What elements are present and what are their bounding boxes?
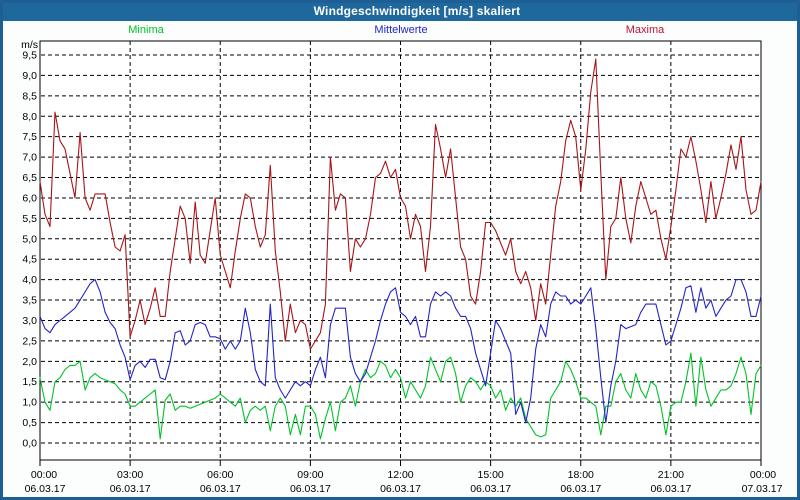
x-tick-date-label: 06.03.17 <box>25 483 66 495</box>
x-axis-ticks <box>39 460 762 466</box>
y-tick-label: 6,5 <box>22 172 37 184</box>
y-tick-label: 0,0 <box>22 438 37 450</box>
legend-mittelwerte: Mittelwerte <box>374 24 428 36</box>
y-tick-label: 4,5 <box>22 254 37 266</box>
y-tick-label: 2,0 <box>22 356 37 368</box>
series-line-mittelwerte <box>39 279 762 424</box>
legend-minima: Minima <box>128 24 164 36</box>
window-title-bar: Windgeschwindigkeit [m/s] skaliert <box>0 0 800 21</box>
y-tick-label: 6,0 <box>22 192 37 204</box>
x-tick-time-label: 06:00 <box>207 469 233 481</box>
y-tick-label: 5,5 <box>22 213 37 225</box>
x-tick-date-label: 06.03.17 <box>560 483 601 495</box>
y-tick-label: 7,5 <box>22 131 37 143</box>
y-tick-label: 1,0 <box>22 397 37 409</box>
y-tick-label: 3,0 <box>22 315 37 327</box>
x-tick-date-label: 06.03.17 <box>650 483 691 495</box>
y-tick-label: 0,5 <box>22 417 37 429</box>
series-line-minima <box>39 352 762 440</box>
x-tick-time-label: 18:00 <box>568 469 594 481</box>
x-tick-time-label: 12:00 <box>387 469 413 481</box>
x-tick-date-label: 06.03.17 <box>380 483 421 495</box>
plot-area <box>40 41 761 460</box>
x-tick-time-label: 03:00 <box>117 469 143 481</box>
y-tick-label: 5,0 <box>22 233 37 245</box>
x-tick-time-label: 15:00 <box>477 469 503 481</box>
y-tick-label: 3,5 <box>22 295 37 307</box>
series-line-maxima <box>39 58 762 350</box>
y-tick-label: 4,0 <box>22 274 37 286</box>
y-tick-label: 9,0 <box>22 70 37 82</box>
x-tick-time-label: 09:00 <box>297 469 323 481</box>
y-tick-label: 2,5 <box>22 335 37 347</box>
y-tick-label: 1,5 <box>22 376 37 388</box>
page-title: Windgeschwindigkeit [m/s] skaliert <box>313 3 521 18</box>
y-tick-label: 7,0 <box>22 152 37 164</box>
y-axis-labels: 9,5 9,0 8,5 8,0 7,5 7,0 6,5 6,0 5,5 5,0 4,5 4,0 3,5 3… <box>21 39 38 450</box>
y-tick-label: 9,5 <box>22 50 37 62</box>
x-tick-date-label: 06.03.17 <box>200 483 241 495</box>
y-axis-unit-label: m/s <box>21 39 38 51</box>
x-axis-labels: 00:00 06.03.17 03:00 06.03.17 06:00 06.03.17 0… <box>25 469 783 495</box>
x-tick-time-label: 00:00 <box>750 469 776 481</box>
y-tick-label: 8,0 <box>22 111 37 123</box>
x-tick-date-label: 07.03.17 <box>742 483 783 495</box>
legend-maxima: Maxima <box>625 24 665 36</box>
x-tick-date-label: 06.03.17 <box>470 483 511 495</box>
y-tick-label: 8,5 <box>22 90 37 102</box>
x-tick-date-label: 06.03.17 <box>110 483 151 495</box>
x-tick-date-label: 06.03.17 <box>290 483 331 495</box>
x-tick-time-label: 21:00 <box>658 469 684 481</box>
x-tick-time-label: 00:00 <box>31 469 57 481</box>
